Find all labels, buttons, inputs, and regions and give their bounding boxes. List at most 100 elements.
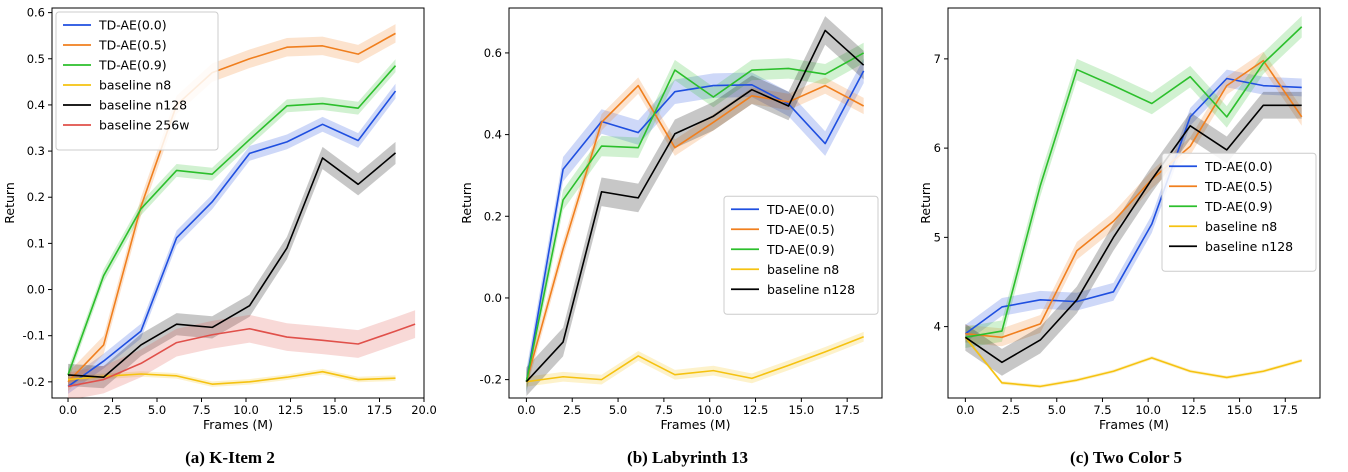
legend: TD-AE(0.0) TD-AE(0.5) TD-AE(0.9) baseline n… <box>55 11 219 151</box>
plot-area <box>964 16 1303 389</box>
y-axis-label: Return <box>459 182 474 223</box>
legend-label-td-ae-0-0: TD-AE(0.0) <box>766 202 835 217</box>
x-tick-label: 5.0 <box>1048 403 1066 417</box>
panel-caption: (c) Two Color 5 <box>1070 448 1182 467</box>
y-tick-label: -0.2 <box>23 375 45 389</box>
x-tick-label: 12.5 <box>1181 403 1207 417</box>
panel-k-item-2: 0.0 2.5 5.0 7.5 10.0 12.5 15.0 17.5 20.0 -0.2 -0.1… <box>2 6 437 467</box>
y-tick-label: 0.1 <box>27 236 45 250</box>
series-line-td-ae-0-0 <box>525 70 865 382</box>
legend-label-td-ae-0-5: TD-AE(0.5) <box>766 222 835 237</box>
legend-label-td-ae-0-5: TD-AE(0.5) <box>1204 179 1273 194</box>
x-tick-label: 7.5 <box>655 403 673 417</box>
x-tick-label: 10.0 <box>1135 403 1161 417</box>
legend-label-td-ae-0-5: TD-AE(0.5) <box>98 38 167 53</box>
y-tick-label: -0.2 <box>480 373 502 387</box>
legend-box <box>723 195 879 315</box>
x-tick-label: 15.0 <box>789 403 815 417</box>
band-baseline-256w <box>68 310 416 398</box>
y-axis-label: Return <box>2 182 17 223</box>
x-tick-label: 17.5 <box>367 403 393 417</box>
y-tick-label: 0.0 <box>27 283 45 297</box>
legend-label-baseline-n8: baseline n8 <box>99 78 171 93</box>
x-tick-label: 2.5 <box>1002 403 1020 417</box>
band-baseline-n128 <box>526 16 864 396</box>
legend-label-baseline-256w: baseline 256w <box>99 118 189 133</box>
legend-box <box>1161 152 1317 272</box>
series-line-td-ae-0-9 <box>525 52 865 382</box>
x-tick-label: 2.5 <box>103 403 121 417</box>
series-line-baseline-n128 <box>964 104 1302 364</box>
y-tick-label: 6 <box>934 141 941 155</box>
series-line-td-ae-0-0 <box>964 77 1302 335</box>
legend-label-baseline-n128: baseline n128 <box>99 98 187 113</box>
plot-area <box>67 24 416 398</box>
x-tick-label: 7.5 <box>192 403 210 417</box>
series-line-td-ae-0-5 <box>525 84 865 382</box>
y-tick-label: 0.2 <box>484 209 502 223</box>
y-tick-label: 0.3 <box>27 144 45 158</box>
x-axis-label: Frames (M) <box>1099 417 1169 432</box>
series-line-baseline-n8 <box>964 336 1302 388</box>
y-axis-label: Return <box>918 182 933 223</box>
legend-label-baseline-n8: baseline n8 <box>1205 219 1277 234</box>
x-axis-label: Frames (M) <box>203 417 273 432</box>
legend-label-baseline-n128: baseline n128 <box>1205 239 1293 254</box>
series-line-baseline-256w <box>67 323 416 388</box>
series-line-td-ae-0-0 <box>67 90 397 388</box>
series-line-baseline-n8 <box>526 335 864 383</box>
x-tick-label: 0.0 <box>956 403 974 417</box>
y-tick-label: 0.2 <box>27 190 45 204</box>
y-tick-label: 0.4 <box>27 98 45 112</box>
x-tick-label: 17.5 <box>834 403 860 417</box>
legend-label-td-ae-0-9: TD-AE(0.9) <box>1204 199 1273 214</box>
x-tick-label: 10.0 <box>697 403 723 417</box>
legend-box <box>55 11 219 151</box>
panel-caption: (a) K-Item 2 <box>185 448 275 467</box>
y-tick-label: 7 <box>934 52 941 66</box>
legend-label-td-ae-0-0: TD-AE(0.0) <box>1204 159 1273 174</box>
legend: TD-AE(0.0) TD-AE(0.5) TD-AE(0.9) baseline n… <box>1161 152 1317 272</box>
x-tick-label: 0.0 <box>59 403 77 417</box>
series-line-td-ae-0-5 <box>67 32 396 383</box>
legend-label-td-ae-0-9: TD-AE(0.9) <box>766 242 835 257</box>
x-tick-label: 12.5 <box>743 403 769 417</box>
band-td-ae-0-9 <box>526 42 864 392</box>
x-tick-label: 12.5 <box>278 403 304 417</box>
legend-label-baseline-n8: baseline n8 <box>767 262 839 277</box>
x-tick-label: 15.0 <box>1227 403 1253 417</box>
band-baseline-n128 <box>965 91 1302 376</box>
series-line-td-ae-0-9 <box>965 26 1303 339</box>
x-axis-label: Frames (M) <box>661 417 731 432</box>
legend-label-td-ae-0-0: TD-AE(0.0) <box>98 18 167 33</box>
series-line-baseline-n128 <box>67 152 397 379</box>
x-tick-label: 15.0 <box>322 403 348 417</box>
panel-labyrinth-13: 0.0 2.5 5.0 7.5 10.0 12.5 15.0 17.5 -0.2 0.0 0.2 0.… <box>459 7 883 467</box>
legend-label-td-ae-0-9: TD-AE(0.9) <box>98 58 167 73</box>
x-tick-label: 10.0 <box>233 403 259 417</box>
band-td-ae-0-5 <box>526 77 864 390</box>
y-tick-label: -0.1 <box>23 329 45 343</box>
y-tick-label: 0.6 <box>484 46 502 60</box>
band-td-ae-0-0 <box>965 69 1302 343</box>
series-line-baseline-n8 <box>67 370 396 385</box>
x-tick-label: 2.5 <box>563 403 581 417</box>
legend: TD-AE(0.0) TD-AE(0.5) TD-AE(0.9) baseline n… <box>723 195 879 315</box>
series-line-baseline-n128 <box>525 29 865 383</box>
band-baseline-n8 <box>965 335 1302 389</box>
x-tick-label: 0.0 <box>517 403 535 417</box>
y-tick-label: 0.6 <box>27 6 45 20</box>
plot-area <box>525 16 865 396</box>
band-td-ae-0-9 <box>965 16 1302 349</box>
y-tick-label: 0.4 <box>484 128 502 142</box>
y-tick-label: 0.5 <box>27 52 45 66</box>
x-tick-label: 20.0 <box>411 403 437 417</box>
y-tick-label: 0.0 <box>484 291 502 305</box>
band-td-ae-0-5 <box>68 24 396 392</box>
x-tick-label: 5.0 <box>609 403 627 417</box>
y-tick-label: 4 <box>934 320 941 334</box>
x-tick-label: 17.5 <box>1272 403 1298 417</box>
series-line-td-ae-0-9 <box>67 65 397 376</box>
y-tick-label: 5 <box>934 230 941 244</box>
